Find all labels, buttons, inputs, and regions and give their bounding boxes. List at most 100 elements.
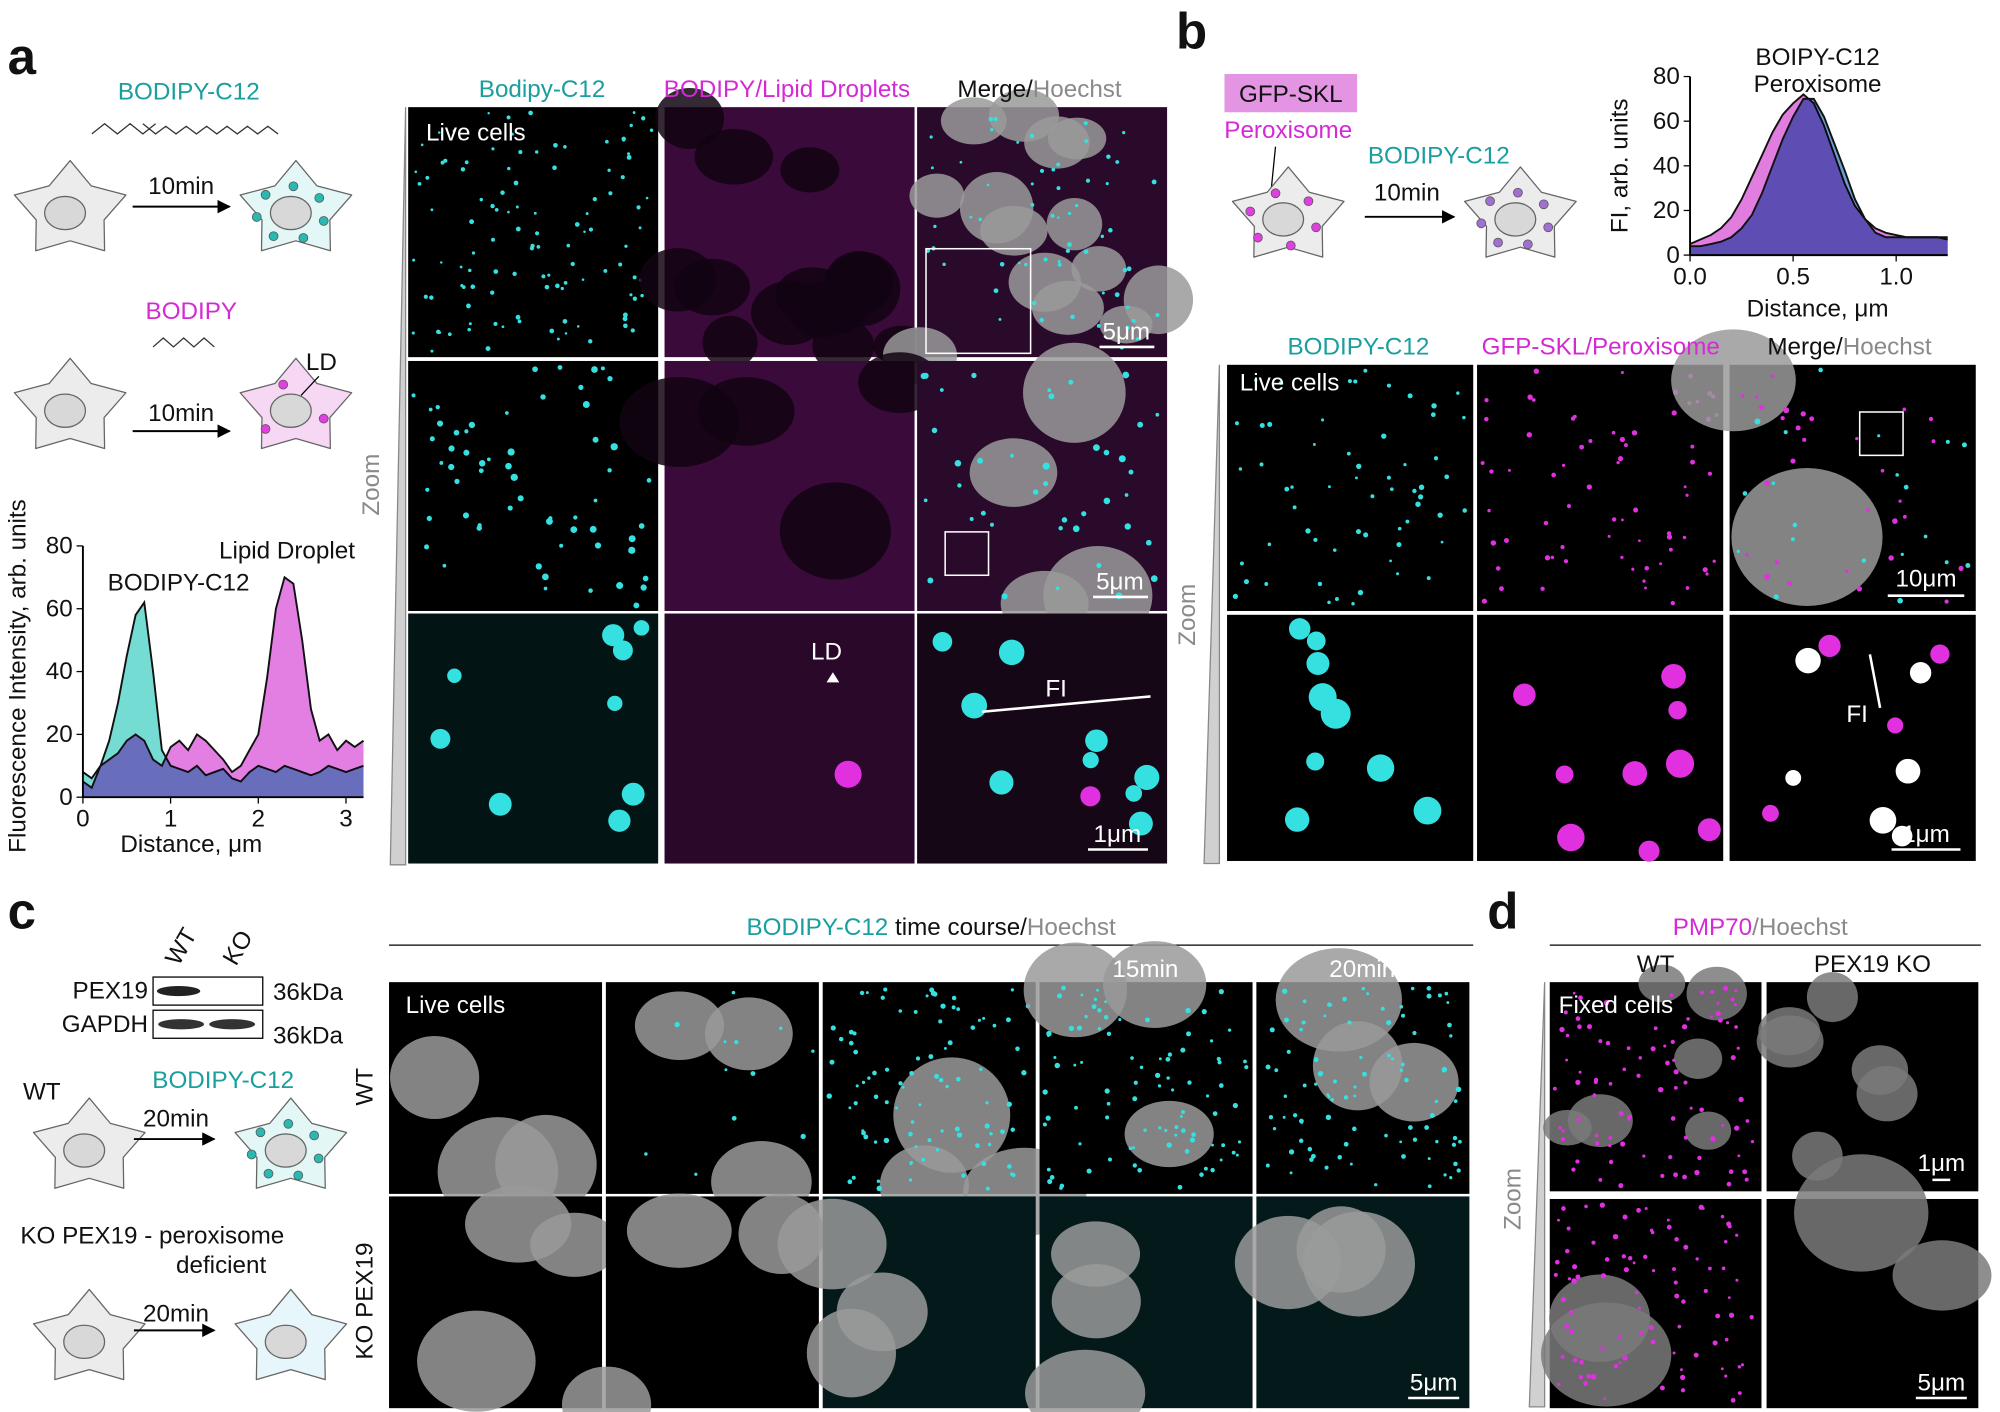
puncta xyxy=(1489,469,1494,474)
puncta xyxy=(1010,453,1014,458)
organelle xyxy=(283,1118,294,1129)
puncta xyxy=(1259,462,1264,467)
puncta xyxy=(1723,985,1729,991)
puncta xyxy=(1284,807,1310,832)
puncta xyxy=(447,668,462,683)
image-label: 15min xyxy=(1112,956,1178,983)
nucleus xyxy=(1124,1100,1214,1168)
puncta xyxy=(1217,1060,1222,1065)
puncta xyxy=(985,1186,990,1191)
puncta xyxy=(1575,1159,1580,1164)
blot-marker: 36kDa xyxy=(273,979,344,1006)
micrograph xyxy=(1227,614,1474,861)
puncta xyxy=(1103,1015,1109,1020)
puncta xyxy=(1128,1146,1133,1151)
puncta xyxy=(425,487,430,492)
puncta xyxy=(1650,1339,1656,1345)
scheme-label: KO PEX19 - peroxisome xyxy=(20,1223,284,1250)
puncta xyxy=(1307,1146,1313,1152)
puncta xyxy=(632,275,637,280)
puncta xyxy=(1758,404,1764,410)
puncta xyxy=(1818,367,1823,373)
blot-row: PEX19 xyxy=(73,978,148,1005)
puncta xyxy=(468,268,472,273)
puncta xyxy=(562,319,568,324)
puncta xyxy=(1559,1026,1565,1033)
puncta xyxy=(987,1142,992,1147)
image-label: 0min xyxy=(469,956,522,983)
puncta xyxy=(478,468,484,474)
puncta xyxy=(1412,1137,1418,1142)
micrograph xyxy=(1227,364,1474,611)
puncta xyxy=(417,182,422,186)
puncta xyxy=(1771,481,1776,485)
puncta xyxy=(1328,485,1331,489)
puncta xyxy=(1618,1183,1624,1189)
puncta xyxy=(1584,1204,1588,1209)
puncta xyxy=(1400,1062,1405,1067)
puncta xyxy=(1366,754,1395,782)
puncta xyxy=(1745,1119,1750,1123)
puncta xyxy=(1056,162,1061,167)
puncta xyxy=(1061,985,1066,991)
puncta xyxy=(1231,1150,1236,1155)
puncta xyxy=(1600,1346,1605,1351)
puncta xyxy=(1106,154,1111,159)
puncta xyxy=(1347,1020,1352,1025)
puncta xyxy=(1690,459,1696,465)
puncta xyxy=(1073,1063,1077,1067)
puncta xyxy=(1199,1172,1204,1177)
nucleus xyxy=(777,1198,887,1290)
puncta xyxy=(961,692,988,719)
puncta xyxy=(1693,1352,1699,1358)
puncta xyxy=(1412,1030,1417,1036)
puncta xyxy=(970,1025,976,1030)
puncta xyxy=(1006,1101,1012,1107)
image-label: Live cells xyxy=(426,119,526,146)
puncta xyxy=(1561,1206,1566,1211)
organelle xyxy=(1311,222,1321,233)
puncta xyxy=(1334,597,1339,601)
puncta xyxy=(779,1026,783,1030)
legend-label: Lipid Droplet xyxy=(219,538,355,565)
puncta xyxy=(829,1059,835,1065)
image-header: Merge/Hoechst xyxy=(1767,334,1932,361)
scheme-label: GFP-SKL xyxy=(1239,81,1343,108)
puncta xyxy=(1171,1088,1175,1092)
image-label: 1μm xyxy=(1902,821,1950,848)
nucleus xyxy=(561,1366,652,1412)
organelle xyxy=(309,1130,320,1141)
puncta xyxy=(1396,542,1402,548)
puncta xyxy=(605,139,609,144)
puncta xyxy=(594,542,602,549)
puncta xyxy=(1583,1381,1588,1386)
puncta xyxy=(437,131,441,134)
puncta xyxy=(1005,1017,1011,1023)
puncta xyxy=(1054,1062,1061,1069)
nucleus xyxy=(626,1193,732,1268)
puncta xyxy=(1444,991,1449,996)
puncta xyxy=(1363,532,1369,538)
image-label: 5μm xyxy=(1102,318,1150,345)
puncta xyxy=(1288,618,1311,640)
puncta xyxy=(1399,1140,1403,1144)
puncta xyxy=(933,224,937,229)
puncta xyxy=(971,372,977,379)
micrograph xyxy=(1477,614,1724,861)
puncta xyxy=(490,203,495,209)
molecule xyxy=(152,337,215,348)
organelle xyxy=(1493,237,1503,248)
micrograph xyxy=(408,360,659,611)
cell-nucleus xyxy=(44,393,87,428)
puncta xyxy=(939,388,944,392)
puncta xyxy=(1627,1117,1631,1121)
puncta xyxy=(1164,1128,1168,1132)
image-label: 5min xyxy=(685,956,737,983)
puncta xyxy=(1594,1133,1599,1138)
puncta xyxy=(1444,474,1450,480)
puncta xyxy=(1623,1267,1629,1273)
nucleus xyxy=(1638,964,1686,1003)
puncta xyxy=(627,152,631,156)
molecule xyxy=(91,122,279,135)
puncta xyxy=(507,210,510,214)
